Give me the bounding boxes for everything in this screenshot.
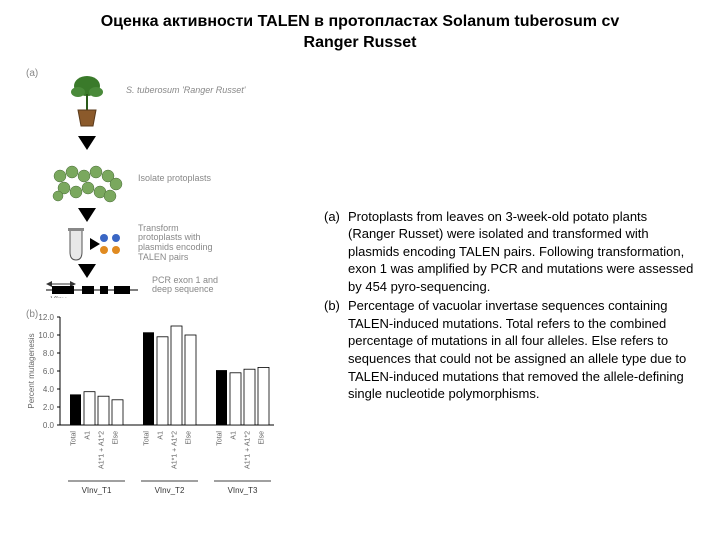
transform-label: Transform protoplasts with plasmids enco…: [138, 224, 213, 264]
plasmid-dots-icon: [98, 230, 128, 258]
svg-text:12.0: 12.0: [38, 313, 54, 322]
panel-b: (b) 0.0 2.0 4.0 6.0 8.0 10.0 12.0 Percent mutage…: [24, 307, 304, 522]
svg-text:Total: Total: [144, 430, 151, 445]
tube-icon: [66, 228, 86, 264]
svg-text:A1: A1: [231, 430, 238, 439]
caption-b-text: Percentage of vacuolar invertase sequenc…: [348, 297, 696, 402]
caption-b: (b) Percentage of vacuolar invertase seq…: [324, 297, 696, 402]
svg-text:A1: A1: [85, 430, 92, 439]
svg-text:A1*1 + A1*2: A1*1 + A1*2: [172, 430, 179, 468]
caption-a-text: Protoplasts from leaves on 3-week-old po…: [348, 208, 696, 296]
caption-b-label: (b): [324, 297, 348, 402]
svg-text:(b): (b): [26, 309, 38, 320]
svg-text:A1*1 + A1*2: A1*1 + A1*2: [245, 430, 252, 468]
svg-text:VInv: VInv: [50, 295, 67, 298]
gene-diagram-icon: VInv: [46, 274, 138, 298]
figure-column: (a) S. tuberosum 'Ranger Russet': [24, 68, 304, 522]
isolate-label: Isolate protoplasts: [138, 174, 211, 184]
svg-text:6.0: 6.0: [43, 367, 55, 376]
svg-text:Total: Total: [217, 430, 224, 445]
plant-icon: [66, 74, 108, 130]
svg-text:Else: Else: [259, 430, 266, 444]
svg-text:A1: A1: [158, 430, 165, 439]
svg-text:Percent mutagenesis: Percent mutagenesis: [27, 333, 36, 408]
svg-text:Total: Total: [71, 430, 78, 445]
svg-text:2.0: 2.0: [43, 403, 55, 412]
caption-a: (a) Protoplasts from leaves on 3-week-ol…: [324, 208, 696, 296]
arrow-down-icon: [78, 136, 96, 150]
title-line-1: Оценка активности TALEN в протопластах S…: [101, 13, 620, 30]
svg-text:VInv_T2: VInv_T2: [155, 486, 185, 495]
panel-a: (a) S. tuberosum 'Ranger Russet': [24, 68, 304, 303]
svg-text:8.0: 8.0: [43, 349, 55, 358]
pcr-label: PCR exon 1 and deep sequence: [152, 276, 218, 296]
title-line-2: Ranger Russet: [304, 34, 417, 51]
svg-text:Else: Else: [186, 430, 193, 444]
bar-chart: (b) 0.0 2.0 4.0 6.0 8.0 10.0 12.0 Percent mutage…: [24, 307, 284, 517]
svg-text:VInv_T3: VInv_T3: [228, 486, 258, 495]
plant-label: S. tuberosum 'Ranger Russet': [126, 86, 246, 96]
caption-a-label: (a): [324, 208, 348, 296]
svg-text:VInv_T1: VInv_T1: [82, 486, 112, 495]
caption-column: (a) Protoplasts from leaves on 3-week-ol…: [304, 68, 696, 522]
svg-text:0.0: 0.0: [43, 421, 55, 430]
page-title: Оценка активности TALEN в протопластах S…: [24, 12, 696, 54]
svg-text:Else: Else: [113, 430, 120, 444]
svg-text:4.0: 4.0: [43, 385, 55, 394]
arrow-down-icon: [78, 208, 96, 222]
svg-text:10.0: 10.0: [38, 331, 54, 340]
arrow-right-icon: [90, 238, 100, 250]
content-row: (a) S. tuberosum 'Ranger Russet': [24, 68, 696, 522]
svg-text:A1*1 + A1*2: A1*1 + A1*2: [99, 430, 106, 468]
panel-a-label: (a): [26, 68, 38, 79]
protoplasts-icon: [50, 164, 126, 204]
